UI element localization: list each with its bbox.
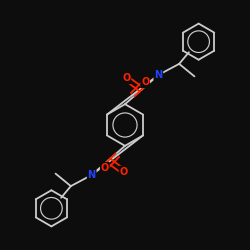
Text: N: N bbox=[88, 170, 96, 180]
Text: O: O bbox=[141, 77, 149, 87]
Text: O: O bbox=[120, 166, 128, 176]
Text: O: O bbox=[122, 74, 130, 84]
Text: O: O bbox=[101, 163, 109, 173]
Text: N: N bbox=[154, 70, 162, 80]
